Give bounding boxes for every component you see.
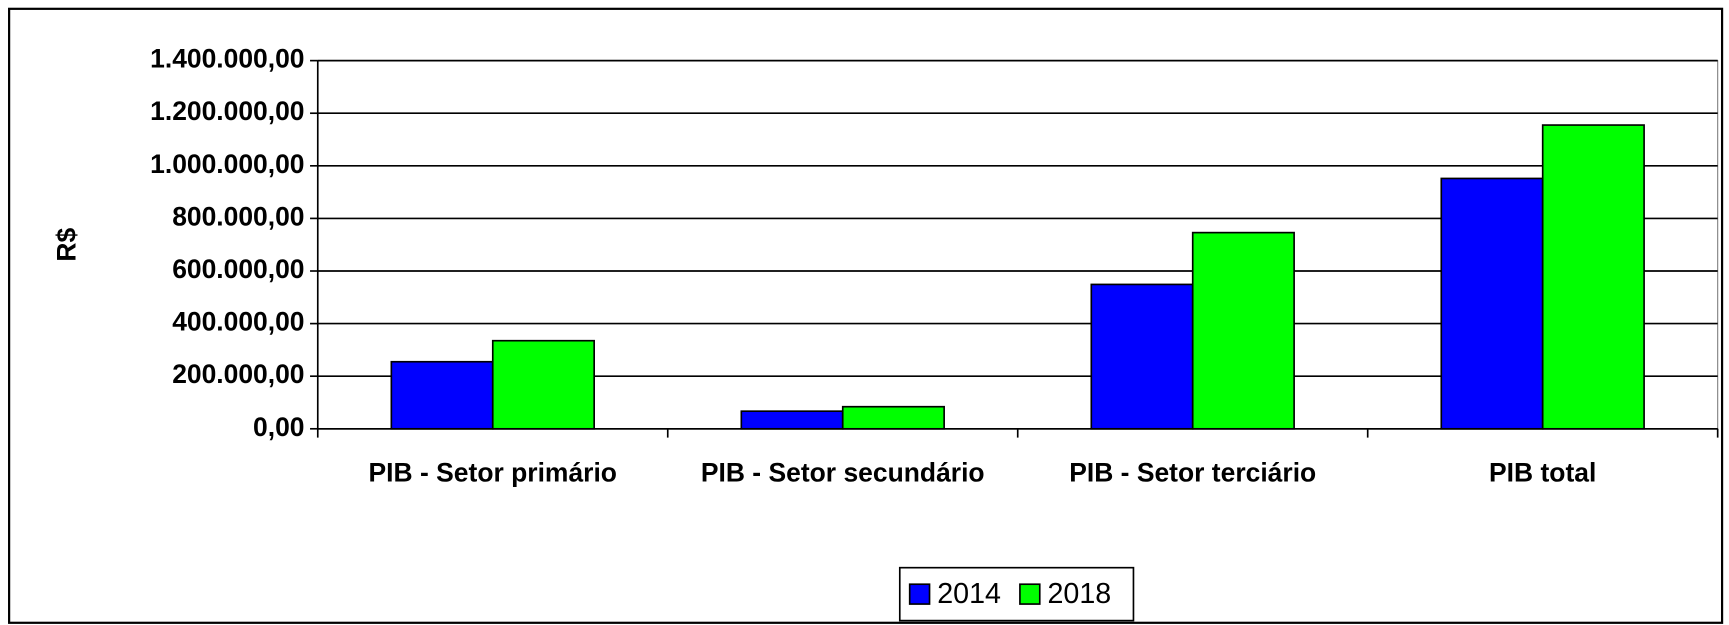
bar xyxy=(1191,231,1295,430)
x-tick-label-box: PIB - Setor primário xyxy=(368,458,617,489)
legend-box xyxy=(898,566,1135,622)
legend-label: 2014 xyxy=(937,578,1001,610)
legend-swatch xyxy=(908,583,931,605)
bar xyxy=(390,360,494,430)
legend-swatch xyxy=(1019,583,1041,605)
x-tick-label: PIB - Setor primário xyxy=(368,458,617,489)
bar xyxy=(491,339,595,430)
bar xyxy=(1440,177,1544,430)
y-tick-label: 1.000.000,00 xyxy=(150,149,304,179)
y-tick-label: 1.200.000,00 xyxy=(150,96,304,126)
y-tick-label: 1.400.000,00 xyxy=(150,44,304,74)
y-tick-label: 0,00 xyxy=(253,412,304,442)
y-axis-title: R$ xyxy=(52,228,82,262)
y-tick-label: 200.000,00 xyxy=(172,359,304,389)
bar xyxy=(740,410,844,430)
y-tick-label: 400.000,00 xyxy=(172,307,304,337)
x-tick-label-box: PIB - Setor terciário xyxy=(1069,458,1317,489)
legend-label: 2018 xyxy=(1047,578,1111,610)
x-tick-label: PIB - Setor terciário xyxy=(1069,458,1317,489)
bar xyxy=(841,405,945,430)
x-tick-label: PIB - Setor secundário xyxy=(700,458,985,489)
x-tick-label: PIB total xyxy=(1489,458,1597,489)
bar xyxy=(1090,283,1194,430)
y-tick-label: 600.000,00 xyxy=(172,254,304,284)
x-tick-label-box: PIB - Setor secundário xyxy=(700,458,985,489)
x-tick-label-box: PIB total xyxy=(1489,458,1597,489)
y-tick-label: 800.000,00 xyxy=(172,201,304,231)
bar xyxy=(1541,124,1645,430)
